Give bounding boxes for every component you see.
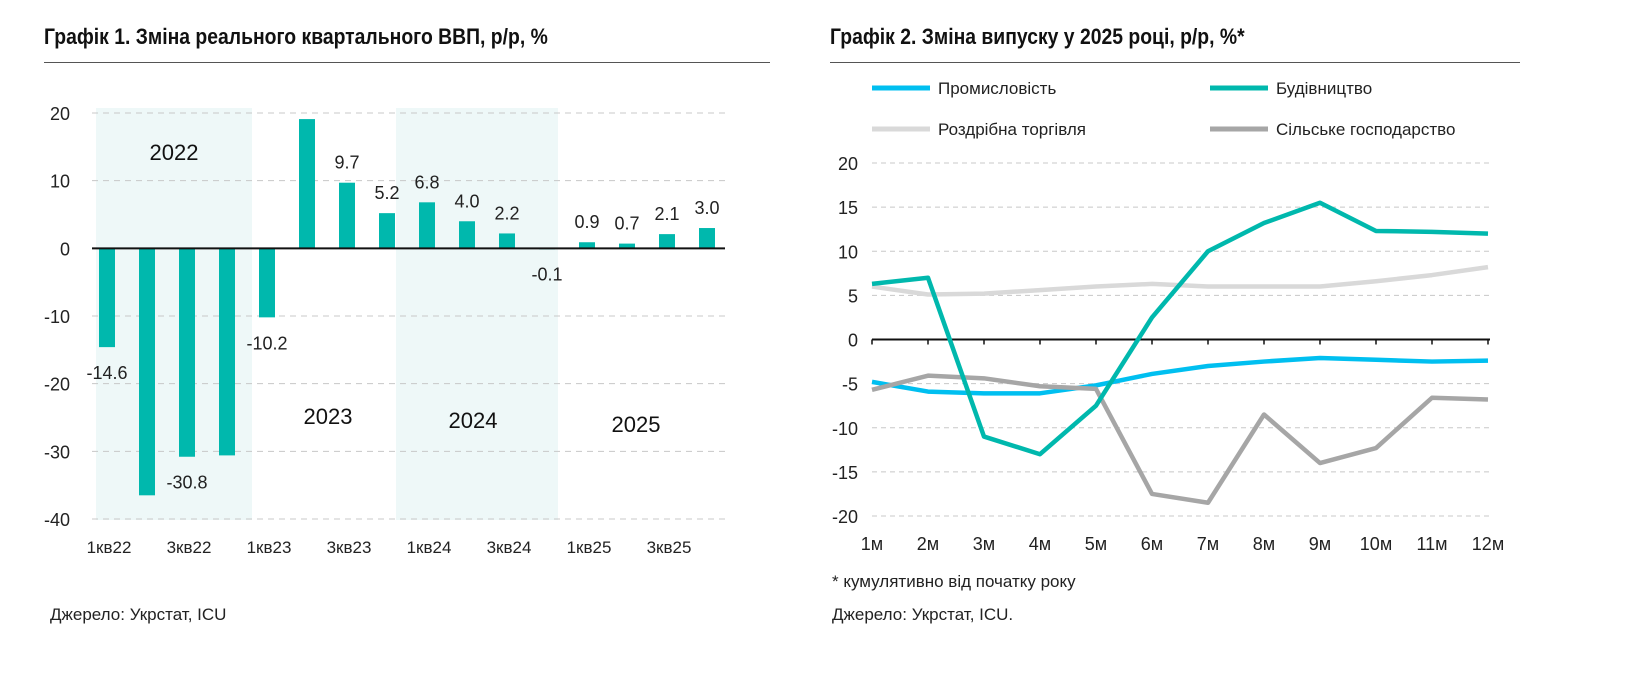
data-label: 3.0 bbox=[694, 198, 719, 218]
y-tick-label: 5 bbox=[848, 286, 858, 306]
x-tick-label: 2м bbox=[917, 534, 939, 554]
bar bbox=[499, 233, 515, 249]
shade-2024 bbox=[396, 108, 558, 520]
y-tick-label: 10 bbox=[838, 242, 858, 262]
y-tick-label: -10 bbox=[44, 307, 70, 327]
bar bbox=[579, 242, 595, 249]
x-tick-label: 1кв24 bbox=[407, 538, 452, 557]
bar bbox=[139, 248, 155, 496]
x-tick-label: 3м bbox=[973, 534, 995, 554]
year-label: 2022 bbox=[150, 140, 199, 165]
bar bbox=[379, 213, 395, 249]
y-tick-label: -5 bbox=[842, 375, 858, 395]
y-tick-label: -15 bbox=[832, 463, 858, 483]
y-tick-label: -10 bbox=[832, 419, 858, 439]
data-label: 4.0 bbox=[454, 191, 479, 211]
chart1-source: Джерело: Укрстат, ICU bbox=[50, 605, 227, 624]
series-line-1 bbox=[871, 200, 1489, 457]
data-label: -0.1 bbox=[531, 264, 562, 284]
bar bbox=[259, 248, 275, 318]
x-tick-label: 1кв25 bbox=[567, 538, 612, 557]
legend-label: Сільське господарство bbox=[1276, 120, 1455, 139]
legend-label: Промисловість bbox=[938, 79, 1056, 98]
chart2-divider bbox=[830, 62, 1520, 63]
x-tick-label: 7м bbox=[1197, 534, 1219, 554]
data-label: -30.8 bbox=[166, 473, 207, 493]
bar bbox=[99, 248, 115, 348]
series-line-3 bbox=[871, 373, 1489, 506]
bar bbox=[419, 202, 435, 249]
x-tick-label: 5м bbox=[1085, 534, 1107, 554]
data-label: 0.7 bbox=[614, 214, 639, 234]
data-label: 9.7 bbox=[334, 153, 359, 173]
chart2-note: * кумулятивно від початку року bbox=[832, 572, 1076, 591]
bar bbox=[619, 243, 635, 249]
x-tick-label: 1кв23 bbox=[247, 538, 292, 557]
x-tick-label: 1кв22 bbox=[87, 538, 132, 557]
x-tick-label: 1м bbox=[861, 534, 883, 554]
y-tick-label: 20 bbox=[838, 154, 858, 174]
year-label: 2024 bbox=[449, 408, 498, 433]
y-tick-label: 20 bbox=[50, 104, 70, 124]
bar bbox=[699, 228, 715, 249]
bar bbox=[219, 248, 235, 456]
bar bbox=[179, 248, 195, 457]
x-tick-label: 12м bbox=[1472, 534, 1504, 554]
data-label: -14.6 bbox=[86, 363, 127, 383]
y-tick-label: 15 bbox=[838, 198, 858, 218]
bar bbox=[659, 234, 675, 249]
chart1-title: Графік 1. Зміна реального квартального В… bbox=[44, 24, 548, 49]
x-tick-label: 3кв25 bbox=[647, 538, 692, 557]
data-label: 0.9 bbox=[574, 212, 599, 232]
data-label: 2.2 bbox=[494, 203, 519, 223]
y-tick-label: -20 bbox=[832, 507, 858, 527]
data-label: 2.1 bbox=[654, 204, 679, 224]
chart1-divider bbox=[44, 62, 770, 63]
bar bbox=[299, 119, 315, 249]
x-tick-label: 10м bbox=[1360, 534, 1392, 554]
y-tick-label: 10 bbox=[50, 172, 70, 192]
y-tick-label: -30 bbox=[44, 442, 70, 462]
chart2-title: Графік 2. Зміна випуску у 2025 році, р/р… bbox=[830, 24, 1245, 49]
y-tick-label: -20 bbox=[44, 375, 70, 395]
chart2-source: Джерело: Укрстат, ICU. bbox=[832, 605, 1014, 624]
bar bbox=[459, 221, 475, 249]
x-tick-label: 9м bbox=[1309, 534, 1331, 554]
x-tick-label: 11м bbox=[1416, 534, 1447, 554]
data-label: 6.8 bbox=[414, 172, 439, 192]
bar bbox=[339, 182, 355, 249]
y-tick-label: 0 bbox=[60, 239, 70, 259]
x-tick-label: 3кв22 bbox=[167, 538, 212, 557]
x-tick-label: 6м bbox=[1141, 534, 1163, 554]
data-label: -10.2 bbox=[246, 333, 287, 353]
year-label: 2023 bbox=[304, 404, 353, 429]
x-tick-label: 4м bbox=[1029, 534, 1051, 554]
legend-label: Роздрібна торгівля bbox=[938, 120, 1086, 139]
legend-label: Будівництво bbox=[1276, 79, 1372, 98]
y-tick-label: -40 bbox=[44, 510, 70, 530]
x-tick-label: 3кв23 bbox=[327, 538, 372, 557]
series-line-2 bbox=[871, 264, 1489, 297]
x-tick-label: 8м bbox=[1253, 534, 1275, 554]
x-tick-label: 3кв24 bbox=[487, 538, 532, 557]
y-tick-label: 0 bbox=[848, 331, 858, 351]
year-label: 2025 bbox=[612, 412, 661, 437]
series-line-0 bbox=[871, 355, 1489, 396]
data-label: 5.2 bbox=[374, 183, 399, 203]
